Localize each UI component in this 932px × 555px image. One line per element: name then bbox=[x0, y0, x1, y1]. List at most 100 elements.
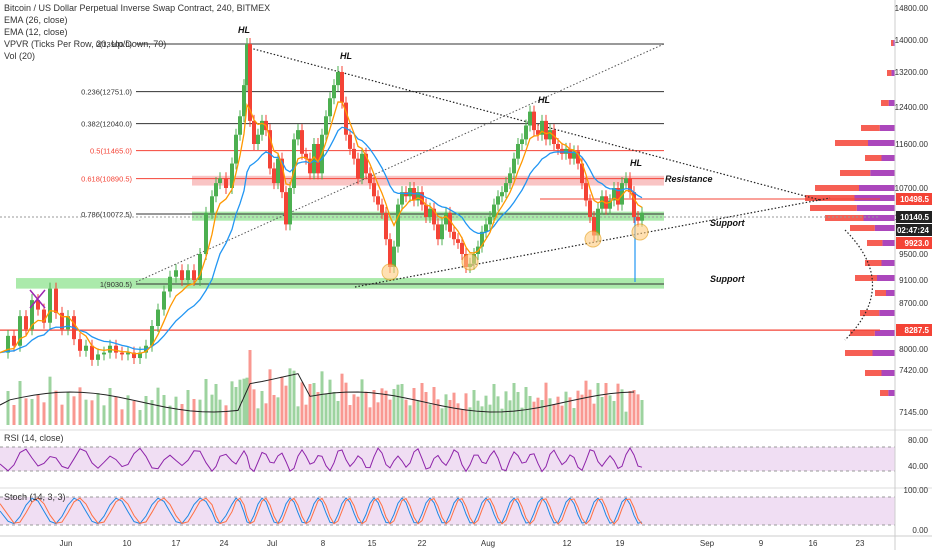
volume-bar bbox=[264, 403, 268, 425]
candle-body bbox=[120, 352, 124, 355]
candle-body bbox=[245, 44, 249, 86]
volume-bar bbox=[360, 379, 364, 425]
volume-bar bbox=[138, 410, 142, 425]
hl-label-4: HL bbox=[630, 158, 642, 168]
cross-marker bbox=[29, 289, 46, 309]
candle-body bbox=[336, 72, 340, 86]
volume-bar bbox=[192, 399, 196, 425]
volume-bar bbox=[180, 404, 184, 425]
candle-body bbox=[168, 276, 172, 292]
price-tick: 10700.00 bbox=[895, 184, 929, 193]
vpvr-bar-down bbox=[861, 125, 880, 131]
time-tick: 22 bbox=[418, 539, 427, 548]
vpvr-bar-down bbox=[891, 40, 894, 46]
time-tick: Jun bbox=[60, 539, 73, 548]
candle-body bbox=[24, 316, 28, 330]
candle-body bbox=[432, 208, 436, 225]
volume-bar bbox=[432, 387, 436, 425]
candle-body bbox=[632, 192, 636, 217]
fib-label-4: 0.618(10890.5) bbox=[81, 175, 132, 184]
candle-body bbox=[280, 158, 284, 193]
volume-bar bbox=[580, 394, 584, 425]
legend-ema26[interactable]: EMA (26, close) bbox=[4, 15, 68, 25]
candle-body bbox=[552, 130, 556, 144]
volume-bar bbox=[168, 405, 172, 425]
pivot-circle-2 bbox=[584, 230, 602, 248]
candle-body bbox=[66, 316, 70, 330]
volume-bar bbox=[230, 381, 234, 425]
volume-bar bbox=[36, 395, 40, 425]
volume-bar bbox=[6, 391, 10, 425]
volume-bar bbox=[428, 404, 432, 425]
volume-bar bbox=[150, 400, 154, 425]
vpvr-bar-down bbox=[860, 310, 880, 316]
volume-bar bbox=[54, 390, 58, 425]
candle-body bbox=[300, 130, 304, 154]
price-tick: 7145.00 bbox=[899, 408, 928, 417]
candle-body bbox=[198, 254, 202, 280]
rsi-tick-80: 80.00 bbox=[908, 436, 929, 445]
volume-bar bbox=[492, 384, 496, 425]
vpvr-bar-down bbox=[850, 225, 875, 231]
candle-body bbox=[520, 139, 524, 144]
price-tag-bg bbox=[896, 237, 932, 249]
candle-body bbox=[560, 148, 564, 154]
candle-body bbox=[484, 224, 488, 232]
vpvr-bar-up bbox=[888, 100, 895, 106]
volume-bar bbox=[348, 405, 352, 425]
candle-body bbox=[500, 192, 504, 197]
volume-bar bbox=[628, 391, 632, 425]
stoch-tick-100: 100.00 bbox=[904, 486, 929, 495]
volume-bar bbox=[324, 393, 328, 425]
volume-bar bbox=[352, 394, 356, 425]
volume-bar bbox=[144, 396, 148, 425]
rsi-pane-label[interactable]: RSI (14, close) bbox=[4, 433, 64, 443]
volume-bar bbox=[248, 350, 252, 425]
vpvr-bar-down bbox=[845, 350, 873, 356]
volume-bar bbox=[584, 380, 588, 425]
volume-bar bbox=[292, 370, 296, 425]
candle-body bbox=[608, 200, 612, 209]
candle-body bbox=[260, 120, 264, 135]
volume-bar bbox=[620, 389, 624, 425]
candle-body bbox=[524, 125, 528, 140]
candle-body bbox=[612, 188, 616, 201]
candle-body bbox=[174, 270, 178, 277]
candle-body bbox=[640, 212, 644, 221]
volume-bar bbox=[552, 404, 556, 425]
volume-bar bbox=[624, 411, 628, 425]
volume-bar bbox=[444, 394, 448, 425]
candle-body bbox=[616, 188, 620, 205]
volume-bar bbox=[72, 396, 76, 425]
volume-bar bbox=[296, 406, 300, 425]
candle-body bbox=[162, 291, 166, 310]
price-tick: 8000.00 bbox=[899, 345, 928, 354]
volume-bar bbox=[312, 383, 316, 425]
candle-body bbox=[376, 196, 380, 205]
candle-body bbox=[192, 270, 196, 280]
fib-label-2: 0.382(12040.0) bbox=[81, 120, 132, 129]
volume-bar bbox=[508, 400, 512, 425]
price-tag-bg bbox=[896, 224, 932, 236]
legend-volume[interactable]: Vol (20) bbox=[4, 51, 36, 61]
volume-bar bbox=[532, 401, 536, 425]
volume-bar bbox=[408, 405, 412, 425]
candle-body bbox=[186, 270, 190, 280]
vpvr-bar-down bbox=[865, 155, 882, 161]
volume-bar bbox=[12, 405, 16, 425]
candle-body bbox=[308, 158, 312, 174]
legend-vpvr[interactable]: VPVR (Ticks Per Row, 20, Up/Down, 70) bbox=[4, 39, 167, 49]
volume-bar bbox=[320, 371, 324, 425]
legend-ema12[interactable]: EMA (12, close) bbox=[4, 27, 68, 37]
candle-body bbox=[268, 130, 272, 169]
support-label-lower: Support bbox=[710, 274, 745, 284]
candle-body bbox=[356, 158, 360, 179]
vpvr-bar-down bbox=[880, 390, 889, 396]
candle-body bbox=[636, 217, 640, 221]
stoch-pane-label[interactable]: Stoch (14, 3, 3) bbox=[4, 492, 66, 502]
volume-bar bbox=[440, 408, 444, 425]
candle-body bbox=[584, 183, 588, 201]
candle-body bbox=[138, 352, 142, 359]
price-tick: 14000.00 bbox=[895, 36, 929, 45]
